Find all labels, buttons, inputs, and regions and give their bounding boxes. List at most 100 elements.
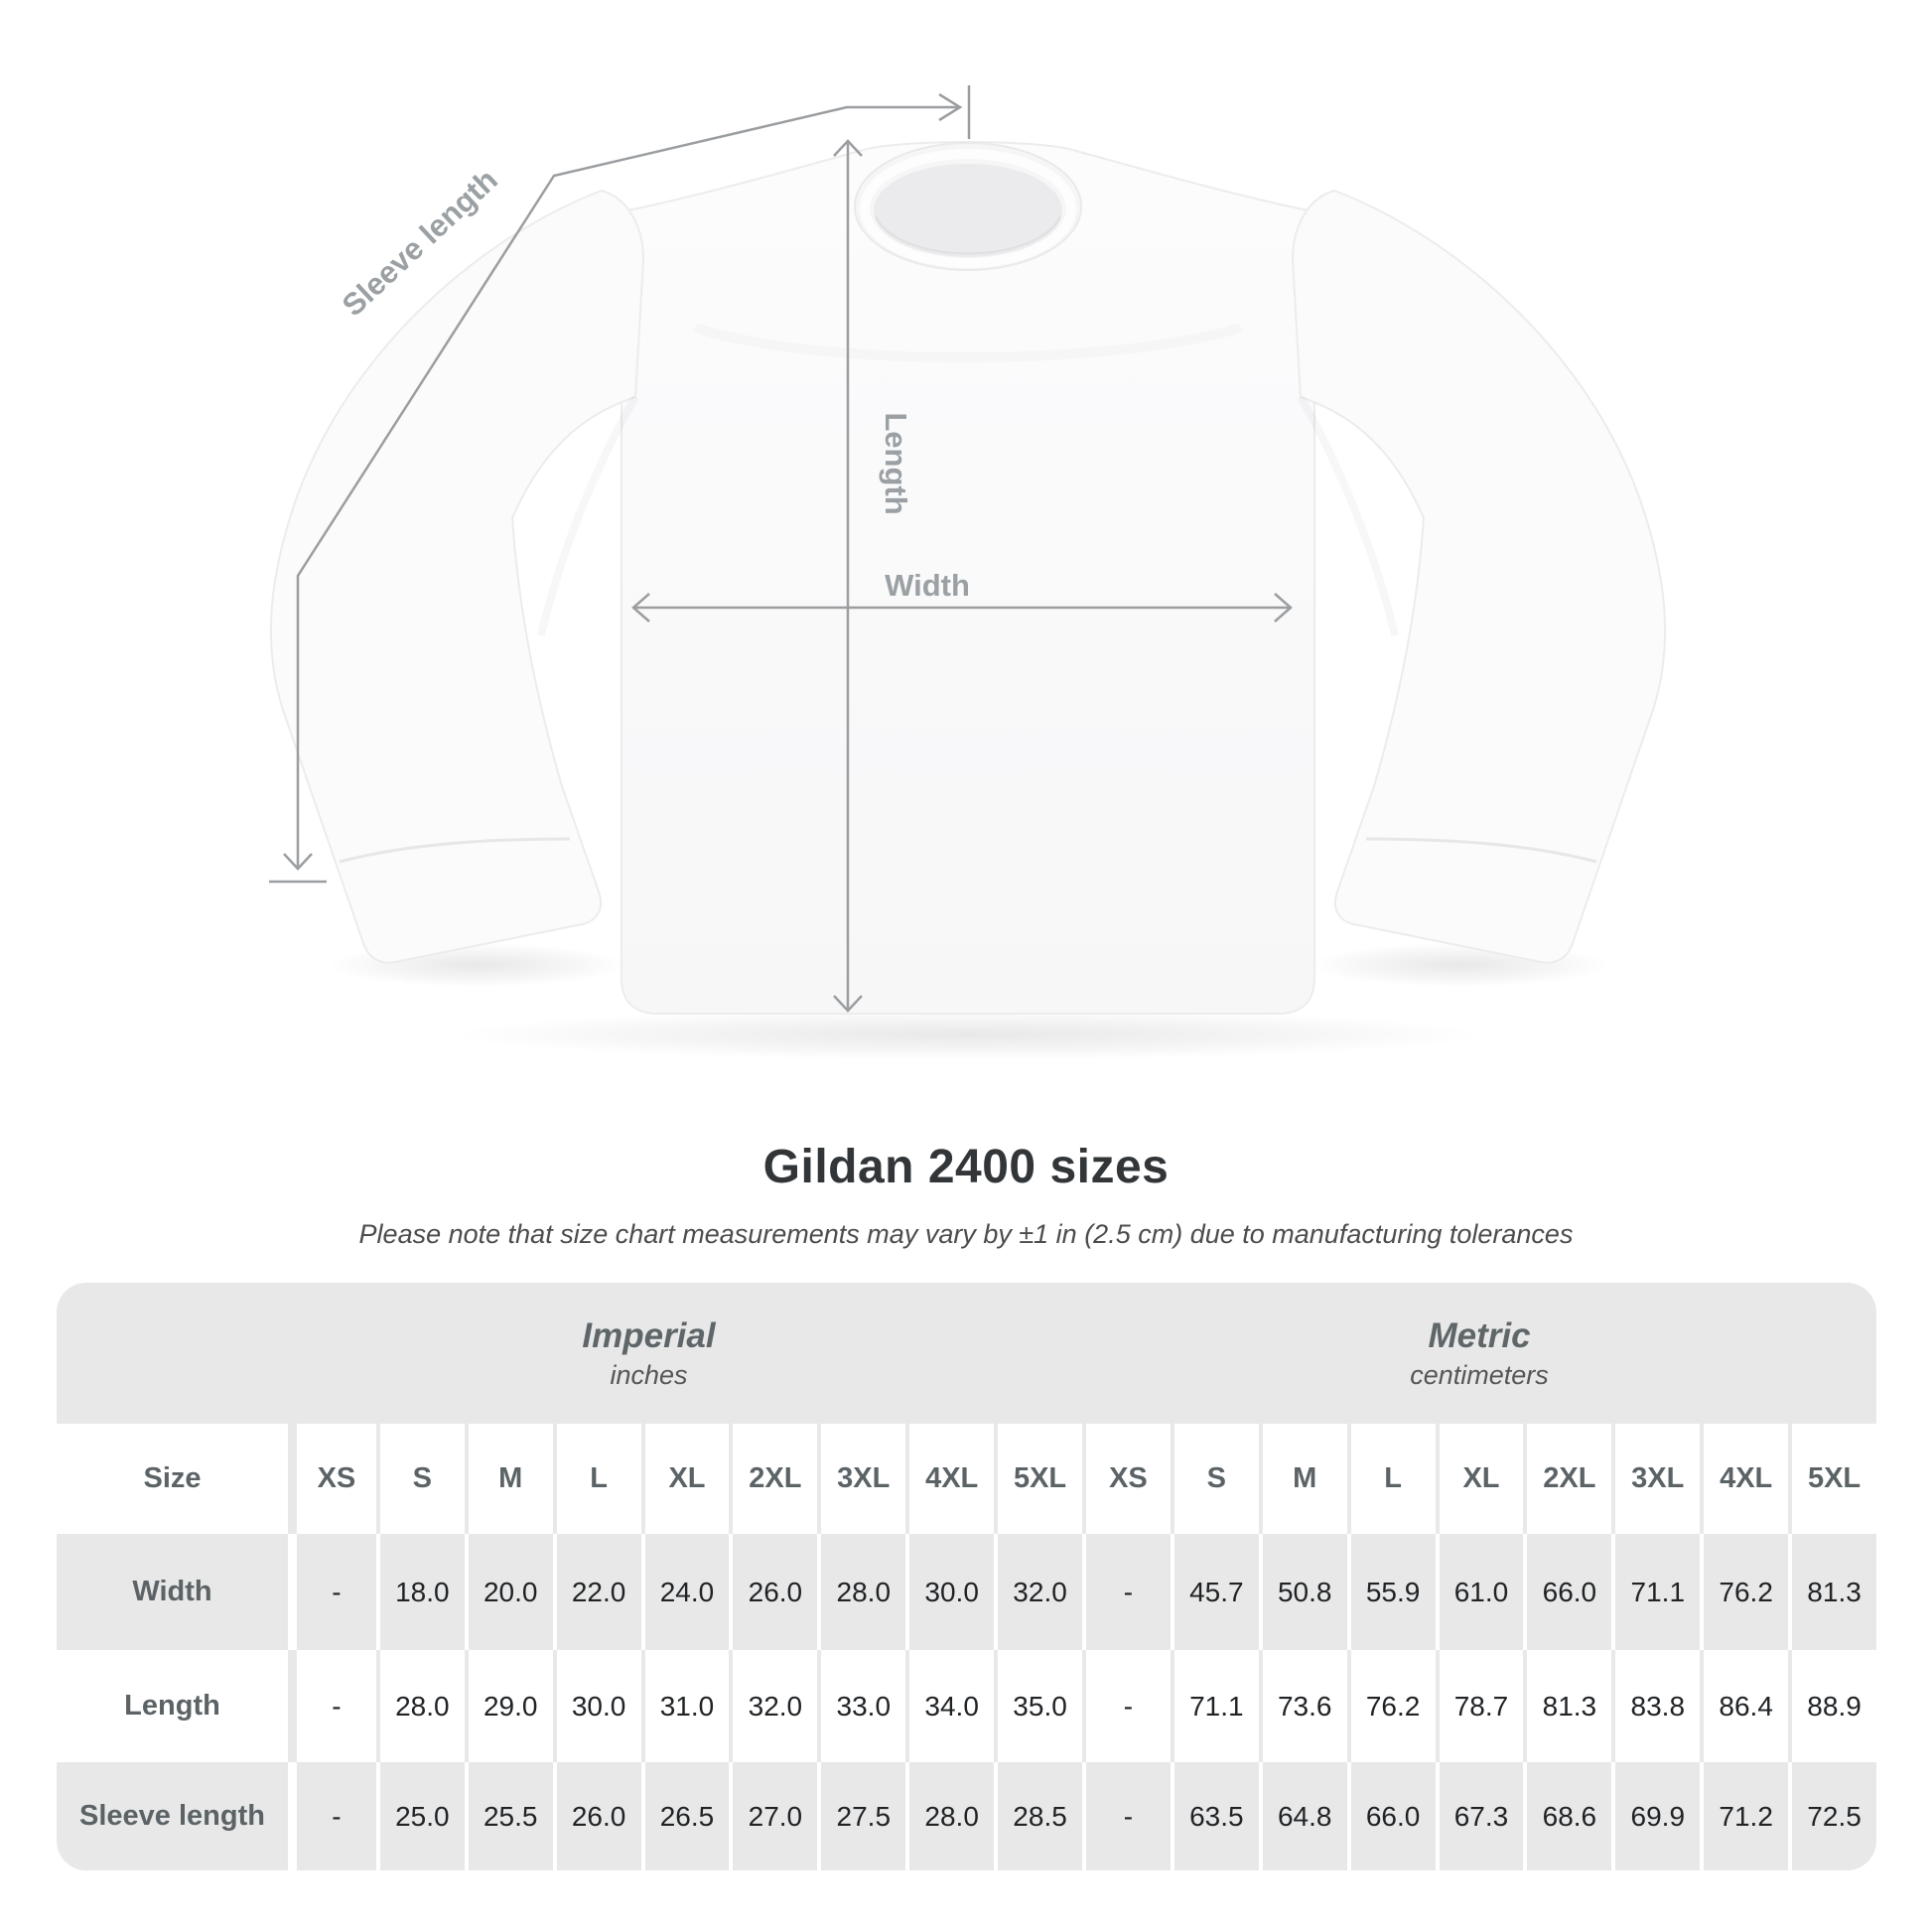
- table-cell: 83.8: [1611, 1650, 1701, 1762]
- metric-label: Metric: [1428, 1315, 1531, 1355]
- size-col-header: L: [1346, 1424, 1436, 1534]
- imperial-header: Imperial inches: [57, 1283, 1082, 1424]
- table-cell: 28.5: [994, 1762, 1082, 1870]
- left-cuff-seam: [339, 837, 571, 864]
- table-cell: 32.0: [994, 1534, 1082, 1650]
- table-cell: 50.8: [1258, 1534, 1347, 1650]
- table-cell: 71.1: [1611, 1534, 1701, 1650]
- table-cell: 61.0: [1435, 1534, 1524, 1650]
- table-cell: 66.0: [1346, 1762, 1436, 1870]
- page-title: Gildan 2400 sizes: [762, 1141, 1170, 1193]
- size-col-header: S: [375, 1424, 465, 1534]
- table-cell: 25.5: [464, 1762, 553, 1870]
- size-col-header: M: [464, 1424, 553, 1534]
- table-cell: 25.0: [375, 1762, 465, 1870]
- row-label: Sleeve length: [57, 1762, 288, 1870]
- sleeve-arrow-down: [283, 853, 313, 871]
- table-cell: 28.0: [905, 1762, 995, 1870]
- size-col-header: XS: [1081, 1424, 1171, 1534]
- imperial-unit: inches: [610, 1359, 688, 1390]
- table-cell: -: [1081, 1534, 1171, 1650]
- table-cell: 76.2: [1346, 1650, 1436, 1762]
- table-cell: -: [288, 1534, 376, 1650]
- metric-header: Metric centimeters: [1082, 1283, 1876, 1424]
- table-cell: 68.6: [1523, 1762, 1612, 1870]
- table-cell: 86.4: [1700, 1650, 1789, 1762]
- table-cell: 26.0: [552, 1762, 641, 1870]
- table-cell: -: [288, 1762, 376, 1870]
- table-cell: -: [1081, 1762, 1171, 1870]
- table-cell: 30.0: [905, 1534, 995, 1650]
- size-col-header: 4XL: [1700, 1424, 1789, 1534]
- size-col-header: 4XL: [905, 1424, 995, 1534]
- size-col-header: 3XL: [817, 1424, 906, 1534]
- table-cell: 69.9: [1611, 1762, 1701, 1870]
- table-cell: 72.5: [1788, 1762, 1876, 1870]
- table-cell: 27.0: [729, 1762, 818, 1870]
- table-cell: 33.0: [817, 1650, 906, 1762]
- table-cell: 26.5: [640, 1762, 730, 1870]
- table-cell: 26.0: [729, 1534, 818, 1650]
- sleeve-arrow-right: [938, 92, 963, 122]
- length-arrow-up: [833, 139, 863, 157]
- table-cell: 29.0: [464, 1650, 553, 1762]
- table-cell: 27.5: [817, 1762, 906, 1870]
- measurement-lines: [269, 85, 1293, 1013]
- table-cell: 64.8: [1258, 1762, 1347, 1870]
- table-cell: 81.3: [1523, 1650, 1612, 1762]
- table-cell: 71.1: [1170, 1650, 1259, 1762]
- size-col-header: XL: [1435, 1424, 1524, 1534]
- table-row-width: Width - 18.0 20.0 22.0 24.0 26.0 28.0 30…: [57, 1534, 1876, 1650]
- collar-inner-shade: [875, 215, 1061, 255]
- table-cell: 22.0: [552, 1534, 641, 1650]
- collar-inner: [874, 164, 1062, 257]
- metric-unit: centimeters: [1410, 1359, 1549, 1390]
- shirt-measurement-diagram: Sleeve length Length Width: [269, 85, 1667, 1060]
- size-col-header: 2XL: [1523, 1424, 1612, 1534]
- table-cell: -: [1081, 1650, 1171, 1762]
- row-label: Length: [57, 1650, 288, 1762]
- size-col-header: XL: [640, 1424, 730, 1534]
- length-arrow-down: [833, 995, 863, 1013]
- imperial-label: Imperial: [582, 1315, 716, 1355]
- sleeve-measure-line: [296, 105, 959, 868]
- table-cell: 55.9: [1346, 1534, 1436, 1650]
- table-cell: 20.0: [464, 1534, 553, 1650]
- unit-header-row: Imperial inches Metric centimeters: [57, 1283, 1876, 1424]
- size-col-header: 2XL: [729, 1424, 818, 1534]
- size-col-header: L: [552, 1424, 641, 1534]
- table-cell: 67.3: [1435, 1762, 1524, 1870]
- size-col-header: 5XL: [994, 1424, 1082, 1534]
- size-col-header: 5XL: [1788, 1424, 1876, 1534]
- size-table: Imperial inches Metric centimeters Size …: [57, 1283, 1876, 1870]
- shirt-left-sleeve: [269, 189, 645, 964]
- table-cell: 88.9: [1788, 1650, 1876, 1762]
- table-cell: 28.0: [375, 1650, 465, 1762]
- table-cell: 34.0: [905, 1650, 995, 1762]
- table-cell: 76.2: [1700, 1534, 1789, 1650]
- table-cell: 30.0: [552, 1650, 641, 1762]
- table-cell: 81.3: [1788, 1534, 1876, 1650]
- size-header-row: Size XS S M L XL 2XL 3XL 4XL 5XL XS S M …: [57, 1424, 1876, 1534]
- corner-header: Size: [57, 1424, 288, 1534]
- collar-rib-band: [860, 149, 1076, 268]
- width-arrow-right: [1274, 593, 1293, 622]
- hem-shadow: [452, 1009, 1484, 1060]
- width-arrow-left: [631, 593, 650, 622]
- table-cell: 28.0: [817, 1534, 906, 1650]
- width-label: Width: [885, 568, 970, 603]
- page-subtitle: Please note that size chart measurements…: [358, 1219, 1574, 1249]
- table-cell: 32.0: [729, 1650, 818, 1762]
- length-label: Length: [879, 412, 913, 514]
- size-col-header: XS: [288, 1424, 376, 1534]
- table-cell: -: [288, 1650, 376, 1762]
- table-cell: 24.0: [640, 1534, 730, 1650]
- shirt-right-sleeve: [1291, 189, 1667, 964]
- table-cell: 66.0: [1523, 1534, 1612, 1650]
- table-cell: 18.0: [375, 1534, 465, 1650]
- size-col-header: 3XL: [1611, 1424, 1701, 1534]
- table-cell: 31.0: [640, 1650, 730, 1762]
- table-row-length: Length - 28.0 29.0 30.0 31.0 32.0 33.0 3…: [57, 1650, 1876, 1762]
- table-cell: 73.6: [1258, 1650, 1347, 1762]
